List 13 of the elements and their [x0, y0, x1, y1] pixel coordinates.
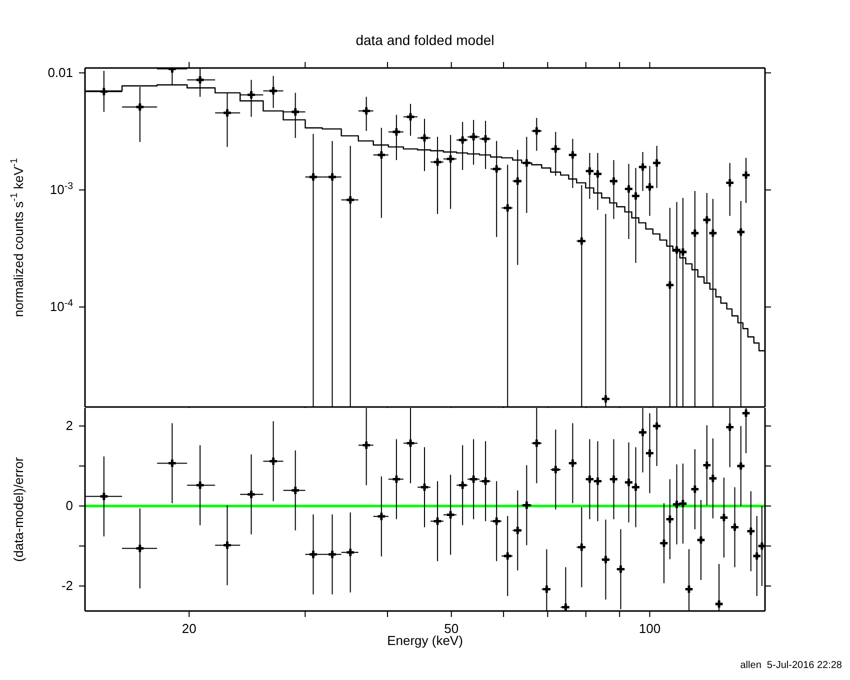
x-tick-label: 20	[182, 621, 196, 636]
y-tick-label: 0.01	[48, 64, 73, 80]
text: allen 5-Jul-2016 22:28	[740, 660, 842, 671]
y-tick-label: 10$^{-3}$	[50, 180, 73, 197]
x-axis-title: Energy (keV)	[387, 633, 463, 648]
y-tick-label: 0	[66, 498, 73, 513]
y-tick-label: 2	[66, 418, 73, 433]
chart-title: data and folded model	[354, 32, 496, 48]
y-axis-title: (data-model)/error	[11, 456, 26, 562]
y-tick-label: -2	[61, 578, 73, 593]
x-tick-label: 50	[444, 621, 459, 636]
x-tick-label: 100	[638, 621, 661, 636]
y-tick-label: 10$^{-4}$	[50, 298, 74, 314]
